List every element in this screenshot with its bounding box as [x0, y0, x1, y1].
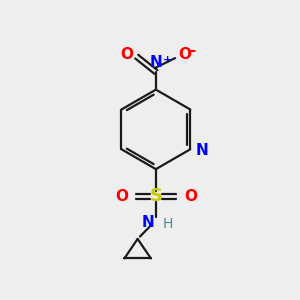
Text: N: N: [196, 143, 208, 158]
Text: +: +: [163, 56, 172, 65]
Text: N: N: [149, 56, 162, 70]
Text: O: O: [178, 47, 191, 62]
Text: S: S: [149, 187, 162, 205]
Text: H: H: [162, 217, 173, 231]
Text: O: O: [184, 189, 197, 204]
Text: O: O: [120, 47, 133, 62]
Text: -: -: [189, 43, 195, 58]
Text: O: O: [115, 189, 128, 204]
Text: N: N: [142, 215, 154, 230]
